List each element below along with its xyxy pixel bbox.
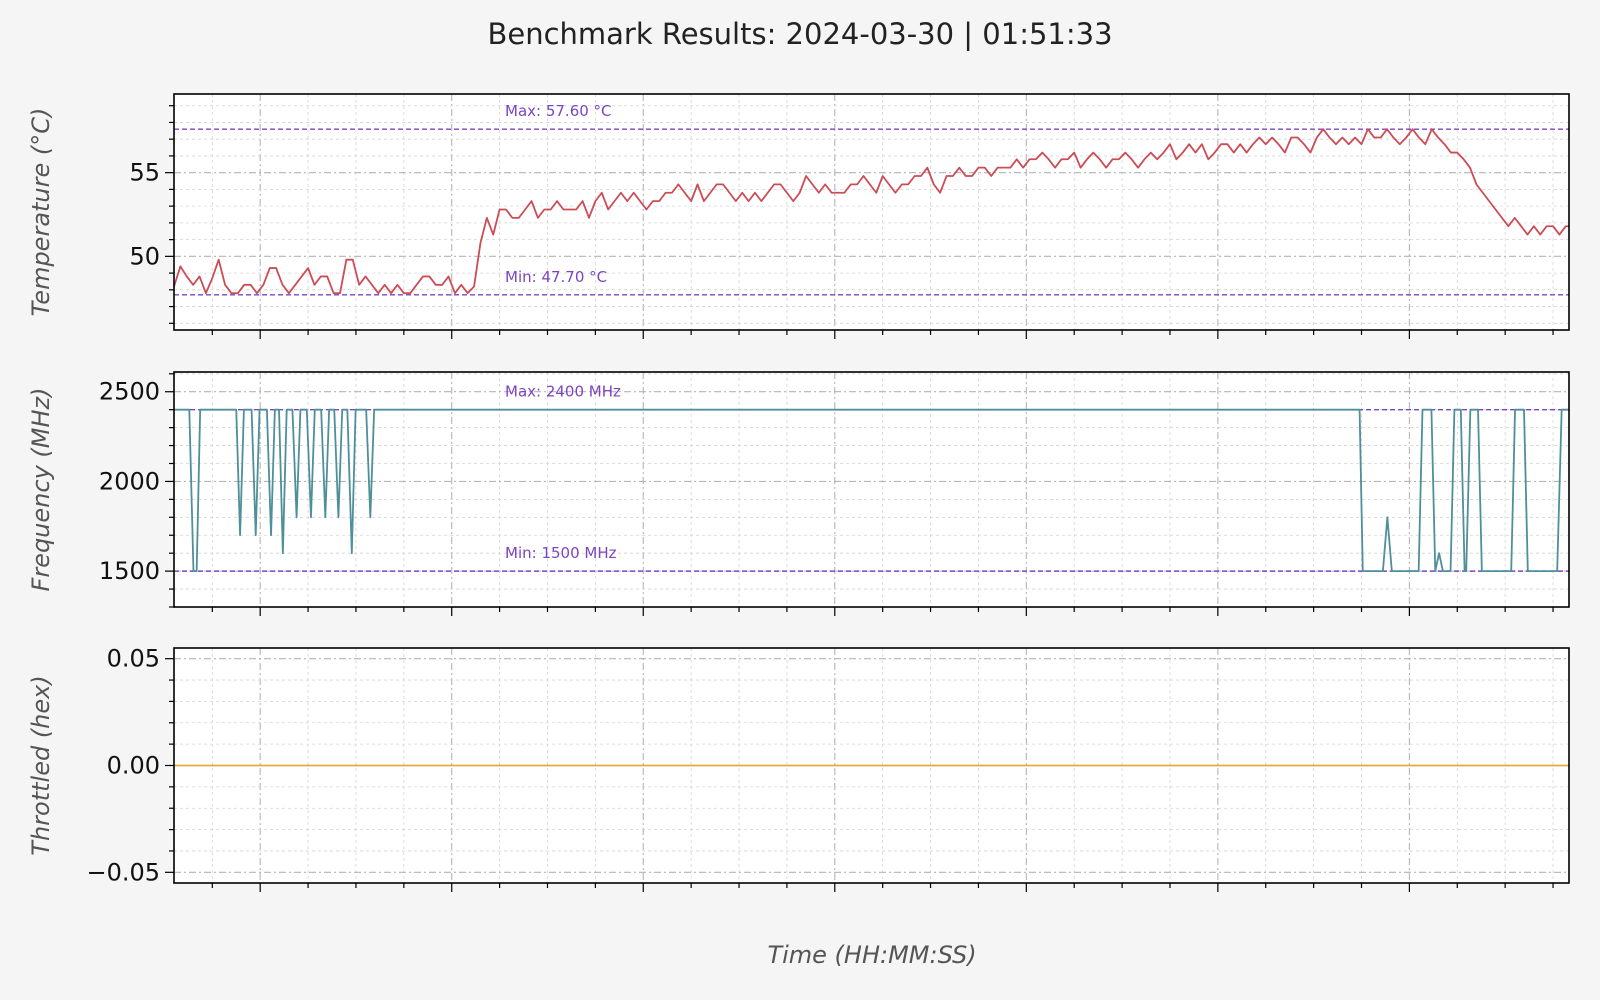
y-tick-label: 1500 bbox=[99, 557, 160, 585]
y-tick-label: 55 bbox=[129, 159, 160, 187]
series-line bbox=[174, 408, 1569, 573]
figure-title: Benchmark Results: 2024-03-30 | 01:51:33 bbox=[487, 17, 1112, 51]
grid bbox=[174, 648, 1569, 883]
panel-3: −0.05 0.00 0.05 Throttled (hex) bbox=[27, 645, 1570, 892]
y-tick-label: 0.00 bbox=[107, 752, 160, 780]
y-tick-label: 2000 bbox=[99, 467, 160, 495]
series-line bbox=[173, 128, 1569, 295]
y-axis-label: Frequency (MHz) bbox=[27, 388, 55, 592]
y-tick-label: 0.05 bbox=[107, 645, 160, 673]
axes-frame bbox=[173, 93, 1570, 331]
x-axis-label: Time (HH:MM:SS) bbox=[767, 941, 976, 969]
y-axis-label: Throttled (hex) bbox=[27, 675, 55, 855]
min-annotation: Min: 47.70 °C bbox=[505, 268, 607, 286]
chart-panels: Max: 57.60 °C Min: 47.70 °C 50 55 Temperatur… bbox=[27, 93, 1570, 892]
min-annotation: Min: 1500 MHz bbox=[505, 544, 617, 562]
panel-1: Max: 57.60 °C Min: 47.70 °C 50 55 Temperatur… bbox=[27, 93, 1570, 339]
panel-2: Max: 2400 MHz Min: 1500 MHz 1500 2000 2500 Fr… bbox=[27, 371, 1570, 616]
grid bbox=[174, 94, 1569, 330]
max-annotation: Max: 57.60 °C bbox=[505, 102, 612, 120]
y-axis-label: Temperature (°C) bbox=[27, 108, 55, 317]
plot-area bbox=[174, 372, 1569, 607]
y-tick-label: 50 bbox=[129, 242, 160, 270]
axes-frame bbox=[173, 371, 1570, 608]
plot-area bbox=[174, 94, 1569, 330]
y-tick-label: −0.05 bbox=[86, 858, 160, 886]
y-tick-label: 2500 bbox=[99, 378, 160, 406]
max-annotation: Max: 2400 MHz bbox=[505, 383, 621, 401]
